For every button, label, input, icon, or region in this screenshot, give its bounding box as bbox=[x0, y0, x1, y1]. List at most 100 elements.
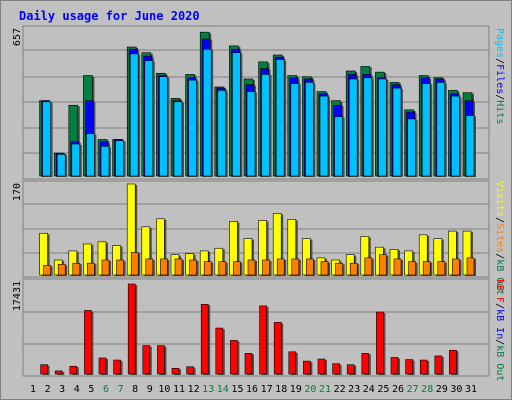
bar-kb-day-10 bbox=[157, 345, 165, 375]
legend-middle-visits: Visits bbox=[494, 181, 505, 217]
bar-sites-day-18 bbox=[276, 258, 285, 276]
bar-kb-day-4 bbox=[69, 365, 78, 375]
bar-sites-day-10 bbox=[160, 258, 168, 276]
x-tick-label-day-15: 15 bbox=[231, 384, 243, 395]
bar-kb-day-13 bbox=[200, 303, 209, 375]
bar-kb-day-26 bbox=[390, 357, 399, 375]
bar-sites-day-11 bbox=[174, 258, 183, 276]
bar-pages-day-18 bbox=[275, 59, 285, 177]
bar-pages-day-22 bbox=[334, 116, 343, 177]
bar-kb-day-16 bbox=[244, 353, 253, 375]
legend-top-sep-1: / bbox=[494, 58, 505, 64]
bar-sites-day-27 bbox=[408, 261, 416, 276]
x-tick-label-day-14: 14 bbox=[217, 384, 229, 395]
bar-kb-day-29 bbox=[434, 355, 443, 375]
legend-middle-sites: Sites bbox=[494, 223, 505, 253]
x-tick-label-day-2: 2 bbox=[45, 384, 51, 395]
bar-sites-day-3 bbox=[57, 263, 66, 276]
x-tick-label-day-11: 11 bbox=[173, 384, 185, 395]
bar-kb-day-12 bbox=[186, 366, 194, 375]
x-tick-label-day-12: 12 bbox=[188, 384, 200, 395]
x-tick-label-day-7: 7 bbox=[118, 384, 124, 395]
panel-middle: 170 bbox=[12, 180, 490, 278]
bar-pages-day-24 bbox=[363, 77, 373, 177]
bar-pages-day-5 bbox=[86, 133, 95, 177]
legend-bottom-sep-2: / bbox=[494, 339, 505, 345]
legend-top-pages: Pages bbox=[494, 28, 505, 58]
bar-sites-day-30 bbox=[452, 258, 460, 276]
legend-bottom-kbf: kB F bbox=[494, 279, 505, 303]
x-tick-label-day-5: 5 bbox=[88, 384, 94, 395]
legend-top-text: Pages/Files/Hits bbox=[494, 28, 505, 124]
bar-kb-day-14 bbox=[215, 327, 224, 375]
x-tick-label-day-29: 29 bbox=[436, 384, 448, 395]
legend-bottom-kbout: kB Out bbox=[494, 345, 505, 381]
bar-kb-day-17 bbox=[259, 305, 267, 375]
panel-bottom-frame bbox=[22, 278, 490, 377]
bar-sites-day-24 bbox=[364, 257, 373, 276]
x-tick-label-day-27: 27 bbox=[407, 384, 419, 395]
panel-bottom: 17431 bbox=[12, 278, 490, 377]
bar-pages-day-3 bbox=[56, 154, 66, 177]
x-tick-label-day-17: 17 bbox=[261, 384, 273, 395]
bar-pages-day-23 bbox=[348, 78, 358, 177]
bar-pages-day-10 bbox=[159, 76, 168, 177]
panel-middle-max-label: 170 bbox=[12, 183, 23, 201]
bar-pages-day-2 bbox=[42, 101, 51, 177]
bar-sites-day-9 bbox=[145, 258, 154, 276]
bar-pages-day-19 bbox=[290, 83, 300, 177]
x-tick-label-day-20: 20 bbox=[304, 384, 316, 395]
bar-kb-day-15 bbox=[230, 340, 238, 375]
x-tick-label-day-24: 24 bbox=[363, 384, 375, 395]
bar-sites-day-12 bbox=[189, 259, 197, 276]
bar-sites-day-25 bbox=[379, 254, 387, 276]
bar-pages-day-12 bbox=[188, 79, 197, 177]
bar-sites-day-7 bbox=[116, 259, 124, 276]
legend-top-files: Files bbox=[494, 64, 505, 94]
bar-kb-day-19 bbox=[288, 351, 297, 375]
bar-kb-day-2 bbox=[40, 364, 48, 375]
legend-middle-text: Visits/Sites/kB Out bbox=[494, 181, 505, 295]
bar-kb-day-21 bbox=[317, 358, 326, 375]
bar-kb-day-7 bbox=[113, 359, 121, 375]
legend-middle-sep-2: / bbox=[494, 253, 505, 259]
panel-top-max-label: 657 bbox=[12, 28, 23, 46]
x-tick-label-day-18: 18 bbox=[275, 384, 287, 395]
x-tick-label-day-23: 23 bbox=[348, 384, 360, 395]
x-tick-label-day-26: 26 bbox=[392, 384, 404, 395]
x-tick-label-day-3: 3 bbox=[59, 384, 65, 395]
bar-pages-day-28 bbox=[421, 83, 431, 177]
bar-kb-day-25 bbox=[376, 311, 384, 375]
bar-kb-day-23 bbox=[346, 364, 355, 375]
x-tick-label-day-4: 4 bbox=[74, 384, 80, 395]
bar-kb-day-18 bbox=[273, 322, 282, 375]
x-tick-label-day-31: 31 bbox=[465, 384, 477, 395]
bar-sites-day-22 bbox=[335, 262, 343, 276]
x-tick-label-day-22: 22 bbox=[334, 384, 346, 395]
bar-sites-day-13 bbox=[203, 261, 212, 276]
x-tick-label-day-25: 25 bbox=[377, 384, 389, 395]
bar-sites-day-16 bbox=[247, 259, 256, 276]
x-tick-label-day-28: 28 bbox=[421, 384, 433, 395]
x-tick-label-day-6: 6 bbox=[103, 384, 109, 395]
panel-top: 657 bbox=[12, 25, 490, 180]
bar-pages-day-9 bbox=[144, 60, 154, 177]
bar-kb-day-27 bbox=[405, 359, 413, 375]
bar-pages-day-27 bbox=[407, 118, 416, 177]
bar-sites-day-2 bbox=[43, 265, 51, 276]
bar-sites-day-8 bbox=[130, 252, 139, 276]
bar-sites-day-29 bbox=[437, 261, 446, 276]
bar-sites-day-28 bbox=[422, 261, 431, 276]
x-axis-labels: 1 2 3 4 5 6 7 8 9 10 11 12 13 14 15 16 17 18 19 20 21 22 23 24 2… bbox=[30, 384, 477, 395]
legend-middle: Visits/Sites/kB Out bbox=[494, 181, 505, 295]
bar-kb-day-28 bbox=[419, 359, 428, 375]
bar-sites-day-19 bbox=[291, 258, 300, 276]
bar-kb-day-20 bbox=[303, 360, 311, 375]
bar-pages-day-7 bbox=[115, 140, 124, 177]
x-tick-label-day-10: 10 bbox=[158, 384, 170, 395]
bar-kb-day-8 bbox=[127, 283, 136, 375]
x-tick-label-day-19: 19 bbox=[290, 384, 302, 395]
bar-sites-day-21 bbox=[320, 261, 329, 276]
bar-kb-day-5 bbox=[84, 310, 92, 375]
